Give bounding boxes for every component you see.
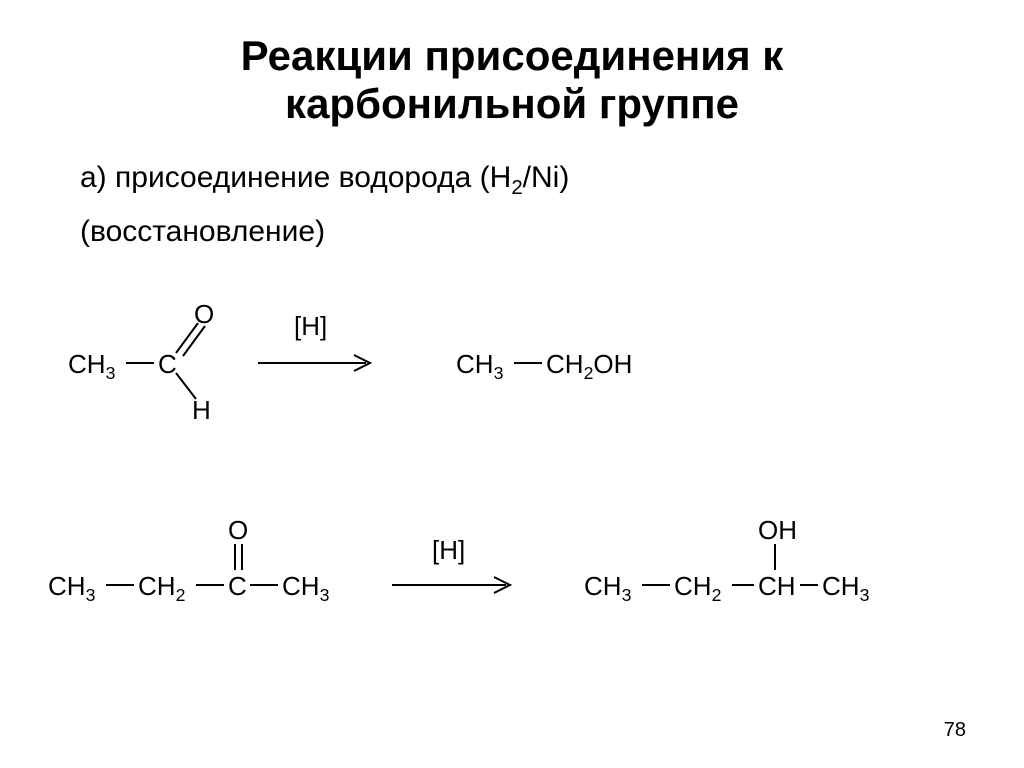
rxn1-reagent: [H] [294, 311, 327, 342]
rxn2-prod-bond3 [800, 584, 818, 586]
rxn2-o: O [228, 515, 248, 546]
rxn2-prod-oh: OH [758, 515, 797, 546]
rxn2-c: C [228, 571, 247, 602]
rxn2-bond2 [196, 584, 224, 586]
rxn2-reagent: [H] [432, 535, 465, 566]
rxn2-ch2: CH2 [138, 571, 185, 602]
reactions-area: CH3 C O H [H] [48, 271, 976, 691]
rxn2-prod-bond2 [732, 584, 754, 586]
rxn2-arrow [388, 573, 524, 597]
subtitle-h2-sub: 2 [511, 177, 522, 199]
slide-title: Реакции присоединения к карбонильной гру… [48, 32, 976, 129]
rxn2-bond1 [106, 584, 134, 586]
subtitle-line-2: (восстановление) [48, 211, 976, 253]
rxn2-ch3a: CH3 [48, 571, 95, 602]
page-number: 78 [944, 719, 966, 742]
subtitle-pre: а) присоединение водорода ( [80, 161, 490, 194]
subtitle-h: H [490, 161, 512, 194]
rxn2-prod-ch2: CH2 [674, 571, 721, 602]
rxn1-prod-bond [514, 362, 542, 364]
rxn2-dbl-1 [234, 544, 236, 570]
rxn2-prod-ch3b: CH3 [822, 571, 869, 602]
rxn1-arrow [254, 351, 382, 375]
rxn1-prod-ch3: CH3 [456, 349, 503, 380]
rxn1-bond-ch3-c [126, 362, 154, 364]
rxn1-prod-ch2oh: CH2OH [546, 349, 632, 380]
subtitle-ni: /Ni) [523, 161, 570, 194]
rxn2-dbl-2 [241, 544, 243, 570]
title-line2: карбонильной группе [285, 80, 739, 127]
rxn2-prod-ch3a: CH3 [584, 571, 631, 602]
title-line1: Реакции присоединения к [241, 32, 784, 79]
rxn2-prod-ch: CH [758, 571, 796, 602]
rxn1-bond-ch [172, 369, 202, 405]
rxn2-prod-bond-oh [774, 544, 776, 570]
rxn2-ch3b: CH3 [282, 571, 329, 602]
rxn2-bond3 [250, 584, 278, 586]
rxn2-prod-bond1 [642, 584, 670, 586]
rxn1-ch3: CH3 [68, 349, 115, 380]
rxn1-double-bond-co [172, 315, 206, 357]
subtitle-line-1: а) присоединение водорода (H2/Ni) [48, 157, 976, 199]
